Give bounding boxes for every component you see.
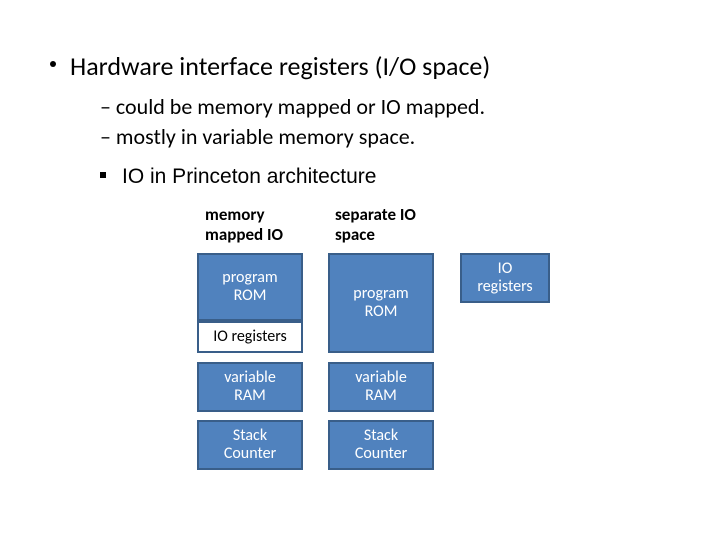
col1-program-rom: program ROM <box>197 253 303 321</box>
bullet-level2-a-text: – could be memory mapped or IO mapped. <box>100 93 485 120</box>
bullet-level3: IO in Princeton architecture <box>122 165 376 189</box>
column1-label: memory mapped IO <box>205 205 315 244</box>
bullet-level1-text: Hardware interface registers (I/O space) <box>70 50 490 82</box>
col2-stack-counter: Stack Counter <box>328 420 434 470</box>
col1-stack-counter: Stack Counter <box>197 420 303 470</box>
bullet-level2-a: – could be memory mapped or IO mapped. <box>100 93 485 121</box>
bullet-level1: Hardware interface registers (I/O space) <box>70 51 490 82</box>
side-io-registers: IO registers <box>460 253 550 303</box>
slide: Hardware interface registers (I/O space)… <box>0 0 720 540</box>
col2-program-rom: program ROM <box>328 253 434 353</box>
column2-label: separate IO space <box>335 205 445 244</box>
bullet-dot-icon <box>50 61 56 67</box>
bullet-square-icon <box>100 172 106 178</box>
col1-variable-ram: variable RAM <box>197 362 303 412</box>
bullet-level2-b: – mostly in variable memory space. <box>100 123 415 151</box>
col1-io-registers: IO registers <box>197 321 303 353</box>
col2-variable-ram: variable RAM <box>328 362 434 412</box>
bullet-level3-text: IO in Princeton architecture <box>122 165 376 188</box>
bullet-level2-b-text: – mostly in variable memory space. <box>100 123 415 150</box>
